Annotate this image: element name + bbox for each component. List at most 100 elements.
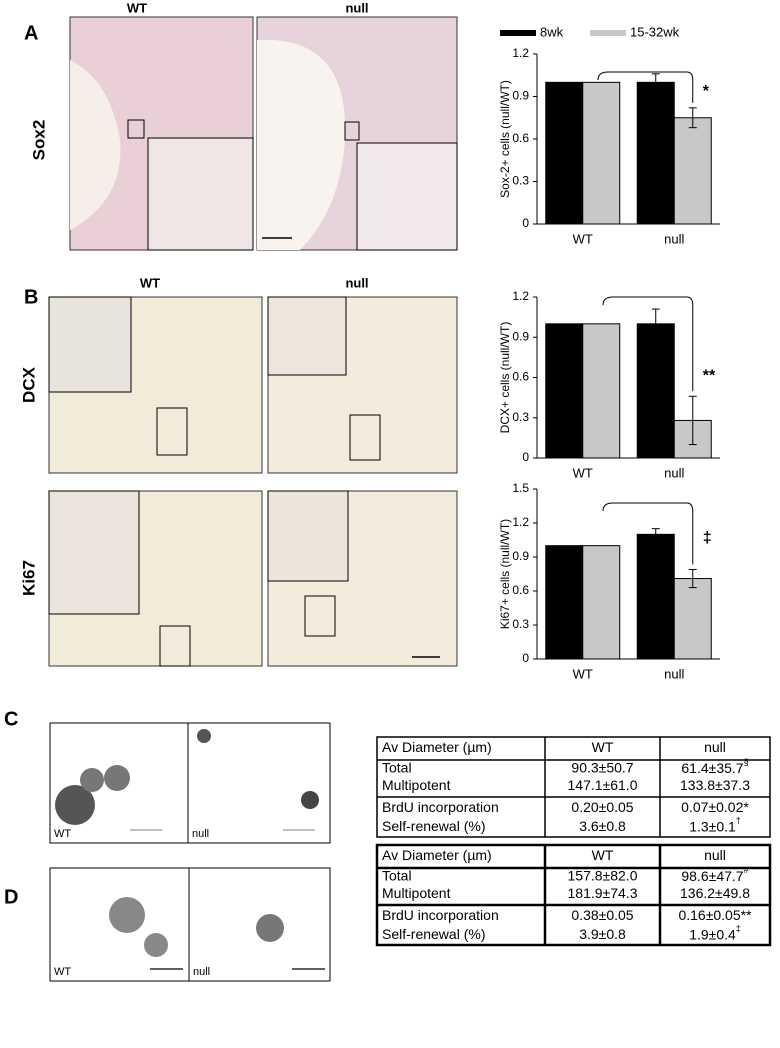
bar bbox=[582, 323, 621, 459]
error-bar bbox=[688, 568, 697, 589]
table-cell: Multipotent bbox=[382, 885, 451, 901]
column-header: WT bbox=[127, 0, 147, 15]
table-cell-superscript: ‡ bbox=[736, 924, 741, 934]
image-label: WT bbox=[54, 828, 71, 840]
micrographs-a bbox=[69, 16, 458, 251]
bar bbox=[673, 117, 712, 225]
x-tick-label: WT bbox=[573, 666, 593, 681]
bar bbox=[582, 545, 621, 660]
y-tick-label: 0.9 bbox=[512, 549, 529, 563]
bar bbox=[545, 81, 584, 225]
table-cell-superscript: § bbox=[744, 757, 749, 767]
y-tick-label: 1.5 bbox=[512, 481, 529, 495]
table-cell: BrdU incorporation bbox=[382, 799, 499, 815]
y-tick-label: 0.9 bbox=[512, 329, 529, 343]
table-cell: 90.3±50.7 bbox=[571, 760, 633, 776]
y-tick-label: 0 bbox=[522, 450, 529, 464]
table-cell: Self-renewal (%) bbox=[382, 818, 485, 834]
x-tick-label: null bbox=[664, 666, 684, 681]
micrographs-b bbox=[48, 296, 458, 667]
significance-mark: * bbox=[703, 83, 710, 100]
panel-letter: B bbox=[24, 286, 38, 308]
table-cell: 0.20±0.05 bbox=[571, 799, 633, 815]
row-label: Sox2 bbox=[29, 120, 48, 161]
table-cell: Self-renewal (%) bbox=[382, 926, 485, 942]
error-bar bbox=[651, 73, 660, 92]
table-cell-superscript: # bbox=[744, 865, 749, 875]
panel-letter: D bbox=[4, 886, 18, 908]
row-label: DCX bbox=[19, 366, 38, 403]
row-label: Ki67 bbox=[19, 560, 38, 596]
bar bbox=[636, 533, 675, 660]
table-header: WT bbox=[592, 847, 614, 863]
table-cell: 0.16±0.05** bbox=[678, 907, 752, 923]
table-header: WT bbox=[592, 739, 614, 755]
table-cell: Total bbox=[382, 760, 412, 776]
x-tick-label: null bbox=[664, 465, 684, 480]
table-cell: 98.6±47.7# bbox=[681, 865, 748, 883]
legend-label: 15-32wk bbox=[630, 24, 680, 39]
bar bbox=[636, 323, 675, 459]
legend-swatch bbox=[500, 30, 536, 36]
bar bbox=[545, 545, 584, 660]
bar bbox=[582, 81, 621, 225]
image-label: null bbox=[192, 828, 209, 840]
table-header: Av Diameter (µm) bbox=[382, 739, 492, 755]
neurosphere-images-c bbox=[49, 722, 331, 844]
table-cell-text: 61.4±35.7 bbox=[681, 760, 743, 776]
error-bar bbox=[651, 528, 660, 541]
table-cell-text: 98.6±47.7 bbox=[681, 868, 743, 884]
table-cell: 136.2±49.8 bbox=[680, 885, 750, 901]
x-tick-label: null bbox=[664, 231, 684, 246]
table-header: null bbox=[704, 847, 726, 863]
significance-bracket bbox=[597, 71, 694, 103]
y-tick-label: 0.3 bbox=[512, 174, 529, 188]
significance-mark: ‡ bbox=[703, 529, 712, 546]
column-header: null bbox=[345, 275, 368, 290]
y-tick-label: 1.2 bbox=[512, 46, 529, 60]
table-cell: 181.9±74.3 bbox=[568, 885, 638, 901]
table-cell: Multipotent bbox=[382, 777, 451, 793]
y-axis-label: Sox-2+ cells (null/WT) bbox=[498, 80, 512, 198]
table-cell: 0.07±0.02* bbox=[681, 799, 749, 815]
error-bar bbox=[651, 308, 660, 340]
table-cell: BrdU incorporation bbox=[382, 907, 499, 923]
table-cell: Total bbox=[382, 868, 412, 884]
table-cell: 147.1±61.0 bbox=[568, 777, 638, 793]
table-border bbox=[375, 843, 772, 947]
image-label: null bbox=[193, 966, 210, 978]
y-tick-label: 0.6 bbox=[512, 131, 529, 145]
table-cell-text: 1.3±0.1 bbox=[689, 818, 736, 834]
y-tick-label: 0 bbox=[522, 651, 529, 665]
table-cell: 61.4±35.7§ bbox=[681, 757, 748, 775]
panel-letter: C bbox=[4, 708, 18, 730]
table-cell: 1.3±0.1† bbox=[689, 816, 741, 834]
legend-label: 8wk bbox=[540, 24, 564, 39]
table-cell-superscript: † bbox=[736, 816, 741, 826]
x-tick-label: WT bbox=[573, 465, 593, 480]
error-bar bbox=[688, 395, 697, 446]
table-cell: 157.8±82.0 bbox=[568, 868, 638, 884]
table-cell: 133.8±37.3 bbox=[680, 777, 750, 793]
table-cell: 0.38±0.05 bbox=[571, 907, 633, 923]
error-bar bbox=[688, 107, 697, 129]
y-axis-label: DCX+ cells (null/WT) bbox=[498, 322, 512, 434]
y-tick-label: 1.2 bbox=[512, 515, 529, 529]
significance-bracket bbox=[602, 502, 694, 565]
table-border bbox=[376, 736, 771, 838]
y-tick-label: 0.3 bbox=[512, 617, 529, 631]
bar bbox=[636, 81, 675, 225]
bar bbox=[673, 578, 712, 660]
table-cell-text: 1.9±0.4 bbox=[689, 926, 736, 942]
y-tick-label: 0.9 bbox=[512, 89, 529, 103]
significance-bracket bbox=[602, 296, 694, 392]
column-header: WT bbox=[140, 275, 160, 290]
significance-mark: ** bbox=[703, 368, 716, 385]
image-label: WT bbox=[54, 966, 71, 978]
table-cell: 1.9±0.4‡ bbox=[689, 924, 741, 942]
y-tick-label: 0 bbox=[522, 216, 529, 230]
y-tick-label: 0.3 bbox=[512, 410, 529, 424]
table-header: null bbox=[704, 739, 726, 755]
table-cell: 3.9±0.8 bbox=[579, 926, 626, 942]
